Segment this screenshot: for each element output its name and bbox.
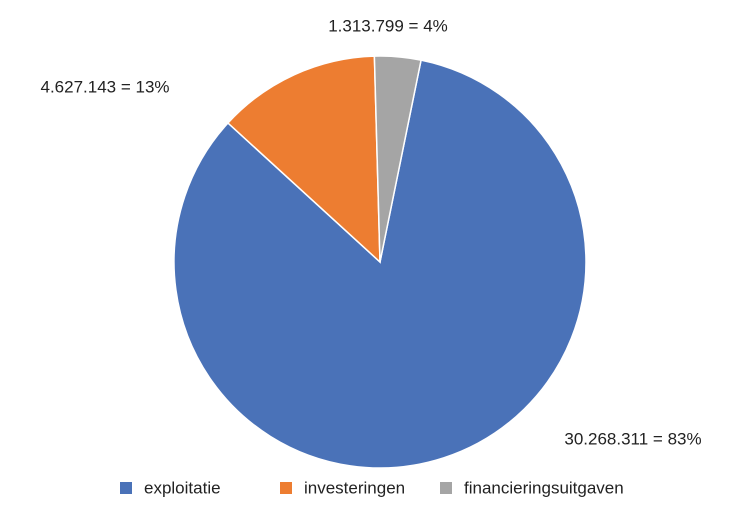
data-label: 4.627.143 = 13% bbox=[40, 77, 169, 96]
data-label: 1.313.799 = 4% bbox=[328, 16, 448, 35]
legend-swatch bbox=[440, 482, 452, 494]
legend-label: investeringen bbox=[304, 478, 405, 497]
pie-slice bbox=[226, 55, 381, 264]
pie-slice bbox=[173, 59, 587, 469]
legend-label: financieringsuitgaven bbox=[464, 478, 624, 497]
legend-swatch bbox=[280, 482, 292, 494]
legend-label: exploitatie bbox=[144, 478, 221, 497]
data-label: 30.268.311 = 83% bbox=[564, 429, 701, 448]
pie-slice bbox=[373, 55, 422, 263]
legend-swatch bbox=[120, 482, 132, 494]
